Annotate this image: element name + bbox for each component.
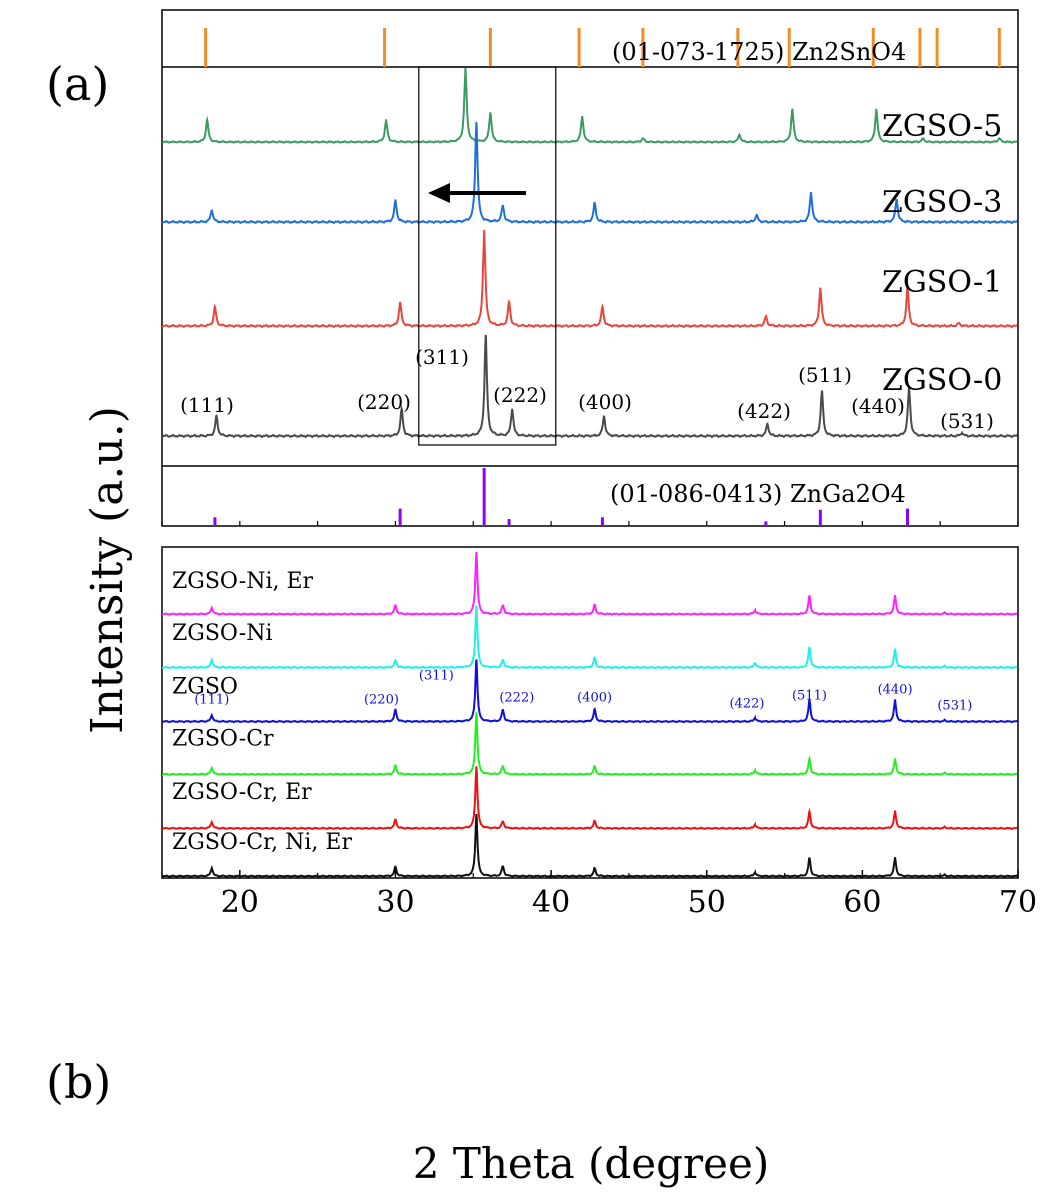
panel-b-series-name: ZGSO-Ni, Er [172,569,314,594]
panel-b-series-name: ZGSO-Cr, Er [172,780,312,805]
labels-layer: 20 30 40 50 60 70 (01-073-1725) Zn2SnO4 (01-086… [172,38,1037,920]
panel-b-series-name: ZGSO-Cr, Ni, Er [172,830,352,855]
panel-a-hkl-label: (511) [798,363,852,387]
x-tick-label: 20 [221,885,259,920]
panel-b-series-line [161,766,1018,831]
panel-a-series-name: ZGSO-0 [882,363,1002,398]
x-tick-label: 50 [688,885,726,920]
panel-a-series-line [161,334,1019,439]
panel-b-series-line [161,712,1018,777]
panel-b-series-line [161,814,1018,878]
panel-b-series-name: ZGSO-Cr [172,727,274,752]
peak-shift-box [418,66,557,446]
panel-b-hkl-label: (220) [364,693,399,708]
panel-a-hkl-label: (422) [737,399,791,423]
panel-b-hkl-label: (111) [194,693,229,708]
x-tick-label: 30 [376,885,414,920]
panel-a-series-line [161,229,1019,329]
panel-a-frame [161,9,1019,527]
zn2sno4-ref-label: (01-073-1725) Zn2SnO4 [612,38,906,66]
panel-b-series-line [161,551,1018,616]
panel-b-series-line [161,659,1018,724]
panel-b-hkl-label: (222) [499,691,534,706]
znga2o4-ref-label: (01-086-0413) ZnGa2O4 [610,480,906,508]
panel-frames [161,9,1019,879]
panel-a-series-line [161,121,1019,225]
panel-b-series-line [161,605,1018,670]
panel-a-series-name: ZGSO-3 [882,185,1002,220]
panel-a-hkl-label: (111) [180,393,234,417]
panel-b-frame [161,546,1019,879]
panel-b-series-name: ZGSO-Ni [172,621,273,646]
panel-a-hkl-label: (222) [493,383,547,407]
y-axis-label: Intensity (a.u.) [82,406,133,734]
x-tick-label: 60 [843,885,881,920]
panel-b-hkl-label: (311) [419,669,454,684]
x-tick-label: 70 [999,885,1037,920]
panel-a-series-line [161,67,1018,144]
series-layer [161,28,1019,878]
panel-b-hkl-label: (422) [729,697,764,712]
panel-b-hkl-label: (440) [878,683,913,698]
panel-a-hkl-label: (220) [357,390,411,414]
panel-b-hkl-label: (400) [577,691,612,706]
panel-a-label: (a) [46,57,109,111]
panel-a-hkl-label: (400) [578,390,632,414]
panel-a-series-name: ZGSO-5 [882,109,1002,144]
x-tick-label: 40 [532,885,570,920]
panel-b-hkl-label: (511) [792,689,827,704]
panel-a-hkl-label: (311) [415,345,469,369]
panel-a-hkl-label: (440) [851,394,905,418]
shift-arrow-head [428,183,450,203]
panel-a-hkl-label: (531) [940,409,994,433]
panel-b-label: (b) [46,1055,111,1109]
x-axis-label: 2 Theta (degree) [413,1139,769,1188]
panel-b-hkl-label: (531) [937,699,972,714]
panel-a-series-name: ZGSO-1 [882,265,1002,300]
panel-b-series-name: ZGSO [172,675,238,700]
